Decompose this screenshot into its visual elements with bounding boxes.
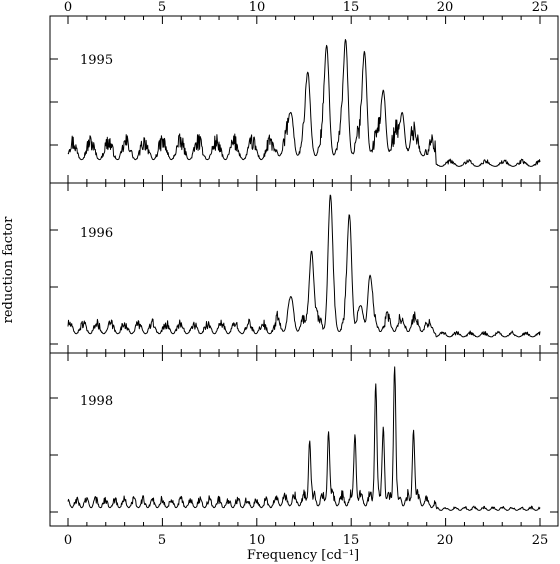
bottom-tick-label-25: 25 <box>532 533 549 548</box>
trace-1995 <box>67 39 541 167</box>
top-tick-label-20: 20 <box>437 0 454 15</box>
panel-label-1995: 1995 <box>80 53 113 68</box>
bottom-tick-label-10: 10 <box>249 533 266 548</box>
top-tick-label-5: 5 <box>158 0 166 15</box>
panel-frame-1995 <box>49 15 559 184</box>
bottom-tick-label-0: 0 <box>64 533 72 548</box>
tick-marks <box>50 16 558 526</box>
y-axis-label: reduction factor <box>1 216 16 323</box>
panel-label-1996: 1996 <box>80 226 113 241</box>
panel-label-1998: 1998 <box>80 394 113 409</box>
bottom-tick-label-5: 5 <box>158 533 166 548</box>
top-tick-label-10: 10 <box>249 0 266 15</box>
bottom-tick-label-20: 20 <box>437 533 454 548</box>
x-axis-label: Frequency [cd⁻¹] <box>247 548 359 563</box>
trace-1996 <box>67 194 541 338</box>
bottom-tick-label-15: 15 <box>343 533 360 548</box>
top-tick-label-0: 0 <box>64 0 72 15</box>
top-tick-label-15: 15 <box>343 0 360 15</box>
traces <box>67 39 541 511</box>
trace-1998 <box>67 366 541 511</box>
top-tick-label-25: 25 <box>532 0 549 15</box>
panel-frame-1998 <box>49 352 559 527</box>
